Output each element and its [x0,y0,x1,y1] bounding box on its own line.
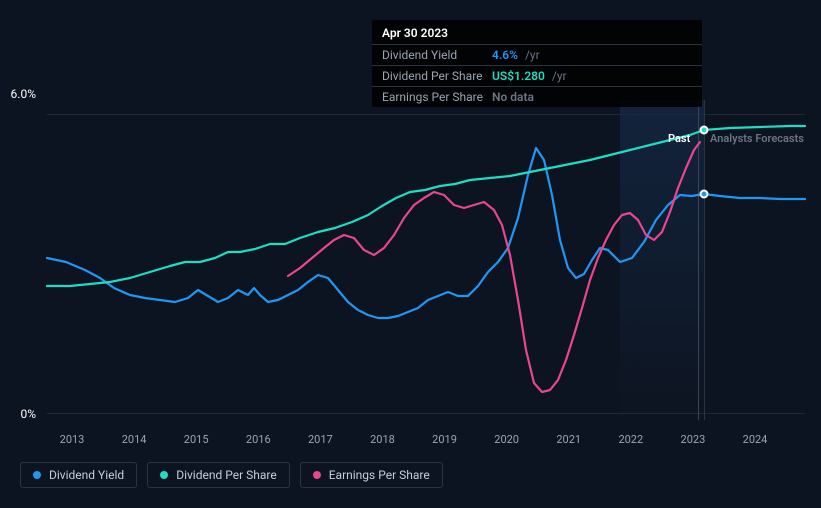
tooltip: Apr 30 2023 Dividend Yield4.6% /yrDivide… [372,20,702,107]
series-dividend-yield [47,148,805,318]
past-label: Past [668,132,690,145]
dividend-chart: 0%6.0% 201320142015201620172018201920202… [0,0,821,508]
tooltip-row: Dividend Yield4.6% /yr [372,44,702,65]
tooltip-row-label: Dividend Per Share [382,69,492,83]
tooltip-row-value: 4.6% /yr [492,48,540,62]
forecast-label: Analysts Forecasts [710,132,804,145]
tooltip-row-value: No data [492,90,534,104]
tooltip-row-unit: /yr [522,48,540,62]
tooltip-row: Dividend Per ShareUS$1.280 /yr [372,65,702,86]
marker-dividend-yield [700,190,709,199]
tooltip-row-label: Dividend Yield [382,48,492,62]
tooltip-row-unit: /yr [549,69,567,83]
tooltip-row-label: Earnings Per Share [382,90,492,104]
series-dividend-per-share [47,126,805,286]
tooltip-row: Earnings Per ShareNo data [372,86,702,107]
marker-dividend-per-share [700,126,709,135]
tooltip-row-value: US$1.280 /yr [492,69,567,83]
tooltip-date: Apr 30 2023 [372,20,702,44]
